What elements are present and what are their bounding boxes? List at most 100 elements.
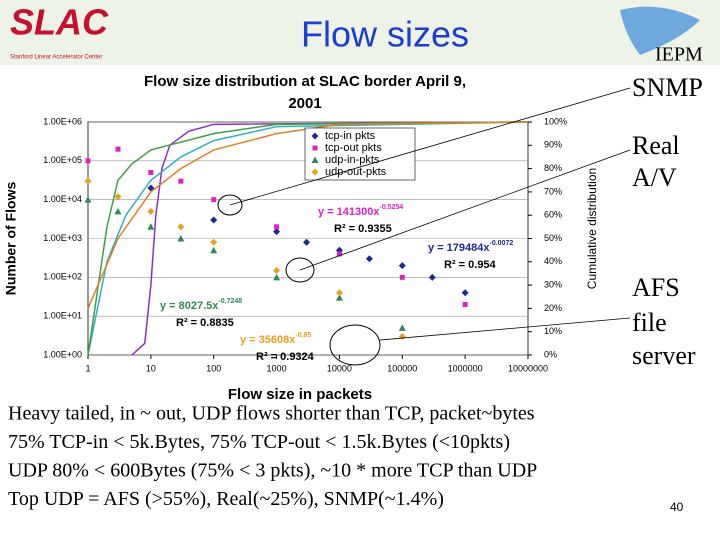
chart-title: Flow size distribution at SLAC border Ap… bbox=[144, 73, 466, 112]
point bbox=[365, 255, 373, 263]
point bbox=[303, 238, 311, 246]
point bbox=[115, 146, 121, 152]
cumulative-line bbox=[131, 121, 529, 356]
x-tick-label: 10 bbox=[146, 363, 156, 373]
cumulative-line bbox=[87, 121, 529, 309]
callout-ellipse bbox=[329, 324, 381, 366]
bullet: Top UDP = AFS (>55%), Real(~25%), SNMP(~… bbox=[8, 488, 444, 510]
x-tick-label: 100000 bbox=[387, 363, 417, 373]
y-tick-label: 1.00E+04 bbox=[43, 194, 82, 204]
y2-tick-label: 60% bbox=[544, 210, 562, 220]
trend-r2: R² = 0.9324 bbox=[256, 351, 315, 363]
point bbox=[428, 273, 436, 281]
callout-line bbox=[379, 317, 631, 341]
x-tick-label: 100 bbox=[206, 363, 221, 373]
point bbox=[335, 289, 343, 297]
point bbox=[148, 170, 154, 176]
bullet: 75% TCP-in < 5k.Bytes, 75% TCP-out < 1.5… bbox=[8, 431, 510, 453]
y-tick-label: 1.00E+05 bbox=[43, 155, 82, 165]
trend-equation: y = 141300x-0.5254 bbox=[318, 204, 403, 218]
callout-ellipse bbox=[285, 257, 315, 283]
legend-label: udp-in-pkts bbox=[325, 154, 380, 166]
y2-tick-label: 50% bbox=[544, 233, 562, 243]
point bbox=[211, 197, 217, 203]
y2-tick-label: 80% bbox=[544, 163, 562, 173]
bullet: UDP 80% < 600Bytes (75% < 3 pkts), ~10 *… bbox=[8, 460, 537, 482]
equation-exponent: -0.85 bbox=[295, 332, 311, 339]
y2-tick-label: 10% bbox=[544, 326, 562, 336]
y2-tick-label: 40% bbox=[544, 256, 562, 266]
logo-dolphin bbox=[620, 6, 700, 55]
point bbox=[210, 216, 218, 224]
point bbox=[114, 207, 122, 215]
point bbox=[399, 274, 405, 280]
logo-caption: Stanford Linear Accelerator Center bbox=[10, 55, 102, 61]
point bbox=[177, 235, 185, 242]
point bbox=[274, 224, 280, 230]
x-tick-label: 10000 bbox=[327, 363, 352, 373]
point bbox=[335, 294, 343, 301]
legend-marker bbox=[311, 132, 319, 140]
callout-line bbox=[229, 87, 631, 206]
point bbox=[147, 207, 155, 215]
side-note: A/V bbox=[632, 163, 677, 192]
cumulative-line bbox=[87, 121, 529, 356]
x-tick-label: 1000000 bbox=[448, 363, 483, 373]
page-number: 40 bbox=[670, 500, 684, 514]
equation-exponent: -0.0072 bbox=[489, 240, 513, 247]
point bbox=[461, 289, 469, 297]
point bbox=[398, 262, 406, 270]
bullets: Heavy tailed, in ~ out, UDP flows shorte… bbox=[8, 403, 537, 511]
point bbox=[210, 246, 218, 254]
y2-tick-label: 0% bbox=[544, 349, 557, 359]
y2-tick-label: 100% bbox=[544, 116, 567, 126]
chart: Flow size distribution at SLAC border Ap… bbox=[3, 73, 631, 403]
callout-line bbox=[299, 149, 631, 271]
side-note: Real bbox=[632, 131, 680, 160]
point bbox=[210, 238, 218, 246]
y-tick-label: 1.00E+01 bbox=[43, 311, 82, 321]
y2-tick-label: 90% bbox=[544, 140, 562, 150]
y-tick-label: 1.00E+03 bbox=[43, 233, 82, 243]
logo-right: IEPM bbox=[655, 44, 703, 66]
cumulative-line bbox=[87, 121, 529, 356]
trend-equation: y = 179484x-0.0072 bbox=[428, 240, 513, 254]
point bbox=[273, 266, 281, 274]
point bbox=[114, 193, 122, 201]
y-tick-label: 1.00E+02 bbox=[43, 272, 82, 282]
y2-tick-label: 30% bbox=[544, 279, 562, 289]
side-note: file bbox=[632, 308, 667, 337]
equation-base: y = 35608x bbox=[240, 334, 296, 346]
legend-label: udp-out-pkts bbox=[325, 166, 387, 178]
point bbox=[84, 196, 92, 203]
chart-title-line: Flow size distribution at SLAC border Ap… bbox=[144, 73, 466, 90]
equation-base: y = 8027.5x bbox=[160, 300, 219, 312]
y2-tick-label: 70% bbox=[544, 186, 562, 196]
point bbox=[462, 301, 468, 307]
point bbox=[147, 223, 155, 230]
point bbox=[84, 177, 92, 185]
chart-title-line: 2001 bbox=[288, 95, 321, 112]
legend-marker bbox=[312, 145, 318, 151]
trend-r2: R² = 0.8835 bbox=[176, 317, 234, 329]
point bbox=[177, 223, 185, 231]
point bbox=[273, 228, 281, 236]
legend-marker bbox=[311, 156, 319, 163]
legend-box bbox=[304, 127, 416, 181]
callout-ellipse bbox=[217, 194, 243, 216]
point bbox=[178, 178, 184, 184]
point bbox=[273, 273, 281, 281]
side-note: SNMP bbox=[632, 73, 703, 102]
header-band bbox=[0, 0, 720, 65]
x-tick-label: 1000 bbox=[267, 363, 287, 373]
y2-tick-label: 20% bbox=[544, 303, 562, 313]
y-tick-label: 1.00E+06 bbox=[43, 116, 82, 126]
y-axis-label: Number of Flows bbox=[3, 182, 19, 296]
bullet: Heavy tailed, in ~ out, UDP flows shorte… bbox=[8, 403, 535, 425]
legend-label: tcp-out pkts bbox=[325, 142, 382, 154]
x-tick-label: 10000000 bbox=[508, 363, 548, 373]
slide-title: Flow sizes bbox=[301, 14, 469, 55]
x-tick-label: 1 bbox=[85, 363, 90, 373]
